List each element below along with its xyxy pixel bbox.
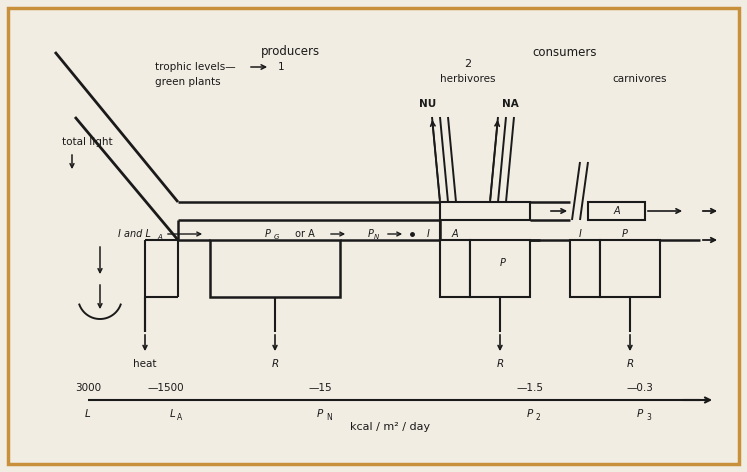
Text: NU: NU <box>419 99 437 109</box>
Bar <box>440 202 530 220</box>
Bar <box>600 240 660 297</box>
Text: P: P <box>368 229 374 239</box>
Text: total light: total light <box>62 137 113 147</box>
Text: P: P <box>527 409 533 419</box>
Text: —0.3: —0.3 <box>627 383 654 393</box>
Text: 3: 3 <box>646 413 651 421</box>
Text: R: R <box>271 359 279 369</box>
Text: trophic levels—: trophic levels— <box>155 62 235 72</box>
Text: I: I <box>579 229 581 239</box>
Text: P: P <box>637 409 643 419</box>
Text: P: P <box>500 258 506 268</box>
Text: P: P <box>265 229 271 239</box>
Text: consumers: consumers <box>533 45 598 59</box>
Text: I: I <box>427 229 430 239</box>
Text: —15: —15 <box>309 383 332 393</box>
Text: green plants: green plants <box>155 77 220 87</box>
Text: producers: producers <box>261 45 320 59</box>
Text: P: P <box>622 229 628 239</box>
Text: R: R <box>496 359 503 369</box>
Text: N: N <box>326 413 332 421</box>
Bar <box>470 240 530 297</box>
Text: A: A <box>157 234 162 240</box>
Bar <box>588 202 645 220</box>
Text: or A: or A <box>292 229 314 239</box>
Text: heat: heat <box>133 359 157 369</box>
Text: L: L <box>85 409 91 419</box>
Text: kcal / m² / day: kcal / m² / day <box>350 422 430 432</box>
Text: L: L <box>170 409 176 419</box>
Text: —1500: —1500 <box>148 383 185 393</box>
Text: I and L: I and L <box>118 229 151 239</box>
Bar <box>440 240 470 297</box>
Bar <box>210 240 340 297</box>
Text: carnivores: carnivores <box>613 74 667 84</box>
Text: A: A <box>614 206 620 216</box>
Text: P: P <box>317 409 323 419</box>
Text: 2: 2 <box>465 59 471 69</box>
Text: herbivores: herbivores <box>440 74 496 84</box>
Text: 3000: 3000 <box>75 383 101 393</box>
Text: 2: 2 <box>536 413 541 421</box>
Text: NA: NA <box>502 99 518 109</box>
Text: —1.5: —1.5 <box>516 383 544 393</box>
Text: A: A <box>452 229 459 239</box>
Text: G: G <box>274 234 279 240</box>
Text: 1: 1 <box>278 62 285 72</box>
Text: A: A <box>177 413 182 421</box>
Bar <box>570 240 600 297</box>
Text: N: N <box>374 234 379 240</box>
Text: R: R <box>627 359 633 369</box>
